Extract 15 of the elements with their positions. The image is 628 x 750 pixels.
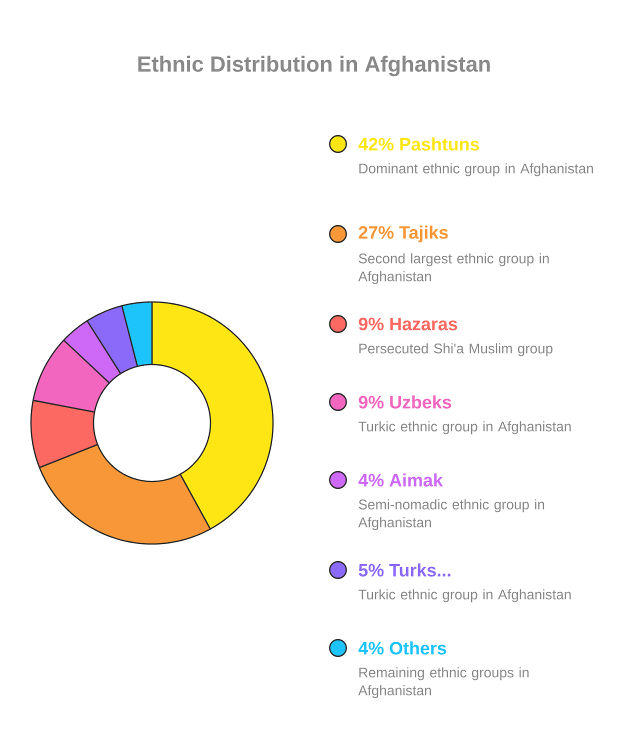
text: Turkic ethnic group in Afghanistan bbox=[358, 589, 571, 602]
text: Persecuted Shi'a Muslim group bbox=[359, 343, 552, 356]
legend-label: 4% Others bbox=[358, 641, 446, 655]
legend-label: 4% Aimak bbox=[358, 473, 443, 487]
chart-title: Ethnic Distribution in Afghanistan bbox=[138, 56, 490, 76]
text: Second largest ethnic group in Afghanistan bbox=[358, 253, 549, 284]
legend-label: 42% Pashtuns bbox=[358, 137, 480, 151]
text: Remaining ethnic groups in Afghanistan bbox=[358, 667, 529, 698]
legend-label: 9% Hazaras bbox=[358, 318, 458, 330]
legend-label: 27% Tajiks bbox=[358, 226, 448, 242]
text: Dominant ethnic group in Afghanistan bbox=[359, 163, 593, 176]
text: Turkic ethnic group in Afghanistan bbox=[358, 421, 571, 434]
legend-label: 5% Turks... bbox=[358, 563, 450, 577]
legend-label: 9% Uzbeks bbox=[358, 395, 452, 409]
text: Semi-nomadic ethnic group in Afghanistan bbox=[358, 499, 544, 530]
